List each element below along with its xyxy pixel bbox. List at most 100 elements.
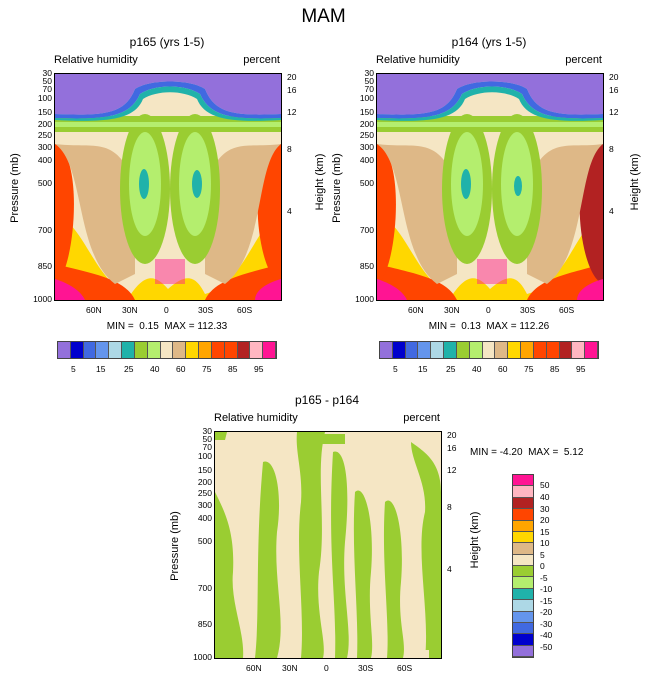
panel3-contour — [215, 432, 441, 658]
panel2-colorbar — [379, 341, 599, 359]
xtick: 0 — [486, 305, 491, 315]
ytick: 700 — [37, 225, 52, 235]
ytick: 850 — [197, 619, 212, 629]
colorbar-swatch — [109, 342, 123, 358]
cbar-label: 75 — [524, 364, 534, 374]
cbar-label: 15 — [418, 364, 428, 374]
ytick: 400 — [37, 155, 52, 165]
ytick: 100 — [197, 451, 212, 461]
colorbar-swatch — [513, 509, 533, 521]
panel2-plot — [376, 73, 604, 301]
panel2-right-subtitle: percent — [565, 54, 602, 66]
colorbar-swatch — [431, 342, 445, 358]
panel3-plot — [214, 431, 442, 659]
ytick: 150 — [37, 107, 52, 117]
cbar-label: 5 — [393, 364, 398, 374]
cbar-label: 50 — [540, 480, 550, 490]
xtick: 30S — [358, 663, 374, 673]
colorbar-swatch — [513, 543, 533, 555]
panel2-colorbar-labels: 5 15 25 40 60 75 85 95 — [379, 364, 599, 376]
cbar-label: 5 — [71, 364, 76, 374]
cbar-label: 30 — [540, 504, 550, 514]
colorbar-swatch — [513, 634, 533, 646]
panel3-left-subtitle: Relative humidity — [214, 412, 298, 424]
y2tick: 4 — [447, 564, 452, 574]
y2tick: 4 — [287, 206, 292, 216]
panel1-colorbar — [57, 341, 277, 359]
y2tick: 4 — [609, 206, 614, 216]
panel2-stats: MIN = 0.13 MAX = 112.26 — [428, 321, 550, 332]
panel1-plot — [54, 73, 282, 301]
ytick: 30 — [364, 68, 374, 78]
ytick: 700 — [359, 225, 374, 235]
ytick: 1000 — [355, 294, 374, 304]
panel3-colorbar — [512, 474, 534, 658]
panel3-xticks: 60N 30N 0 30S 60S — [214, 663, 440, 675]
colorbar-swatch — [469, 342, 483, 358]
colorbar-swatch — [513, 531, 533, 544]
panel1-ylabel: Pressure (mb) — [9, 153, 21, 223]
ytick: 1000 — [33, 294, 52, 304]
ytick: 30 — [202, 426, 212, 436]
cbar-label: 60 — [176, 364, 186, 374]
colorbar-swatch — [513, 497, 533, 510]
ytick: 300 — [197, 500, 212, 510]
cbar-label: 85 — [228, 364, 238, 374]
colorbar-swatch — [546, 342, 560, 358]
panel3-colorbar-labels: 50 40 30 20 15 10 5 0 -5 -10 -15 -20 -30… — [540, 474, 580, 664]
xtick: 60S — [237, 305, 253, 315]
ytick: 200 — [37, 119, 52, 129]
ytick: 1000 — [193, 652, 212, 662]
colorbar-swatch — [513, 554, 533, 566]
colorbar-swatch — [83, 342, 97, 358]
xtick: 30S — [520, 305, 536, 315]
colorbar-swatch — [70, 342, 84, 358]
xtick: 0 — [324, 663, 329, 673]
xtick: 30N — [122, 305, 138, 315]
panel1-colorbar-labels: 5 15 25 40 60 75 85 95 — [57, 364, 277, 376]
colorbar-swatch — [237, 342, 251, 358]
colorbar-swatch — [122, 342, 135, 358]
y2tick: 16 — [287, 85, 297, 95]
ytick: 70 — [364, 84, 374, 94]
colorbar-swatch — [263, 342, 277, 358]
cbar-label: -10 — [540, 584, 553, 594]
xtick: 30N — [444, 305, 460, 315]
cbar-label: 15 — [96, 364, 106, 374]
ytick: 500 — [359, 178, 374, 188]
colorbar-swatch — [211, 342, 225, 358]
cbar-label: 10 — [540, 538, 550, 548]
cbar-label: 75 — [202, 364, 212, 374]
ytick: 500 — [197, 536, 212, 546]
xtick: 60N — [246, 663, 262, 673]
cbar-label: 60 — [498, 364, 508, 374]
panel2-ylabel: Pressure (mb) — [331, 153, 343, 223]
cbar-label: -40 — [540, 630, 553, 640]
panel1-title: p165 (yrs 1-5) — [129, 35, 205, 49]
cbar-label: 5 — [540, 550, 545, 560]
panel2-title: p164 (yrs 1-5) — [451, 35, 527, 49]
colorbar-swatch — [418, 342, 432, 358]
ytick: 150 — [197, 465, 212, 475]
cbar-label: 40 — [150, 364, 160, 374]
cbar-label: -30 — [540, 619, 553, 629]
colorbar-swatch — [482, 342, 496, 358]
colorbar-swatch — [585, 342, 599, 358]
colorbar-swatch — [559, 342, 573, 358]
colorbar-swatch — [513, 566, 533, 578]
colorbar-swatch — [134, 342, 148, 358]
colorbar-swatch — [186, 342, 200, 358]
colorbar-swatch — [572, 342, 586, 358]
colorbar-swatch — [444, 342, 457, 358]
panel2-left-subtitle: Relative humidity — [376, 54, 460, 66]
cbar-label: -15 — [540, 596, 553, 606]
ytick: 100 — [359, 93, 374, 103]
y2tick: 12 — [447, 465, 457, 475]
ytick: 70 — [42, 84, 52, 94]
y2tick: 8 — [609, 144, 614, 154]
xtick: 30N — [282, 663, 298, 673]
ytick: 300 — [359, 142, 374, 152]
ytick: 150 — [359, 107, 374, 117]
y2tick: 20 — [609, 72, 619, 82]
colorbar-swatch — [495, 342, 509, 358]
